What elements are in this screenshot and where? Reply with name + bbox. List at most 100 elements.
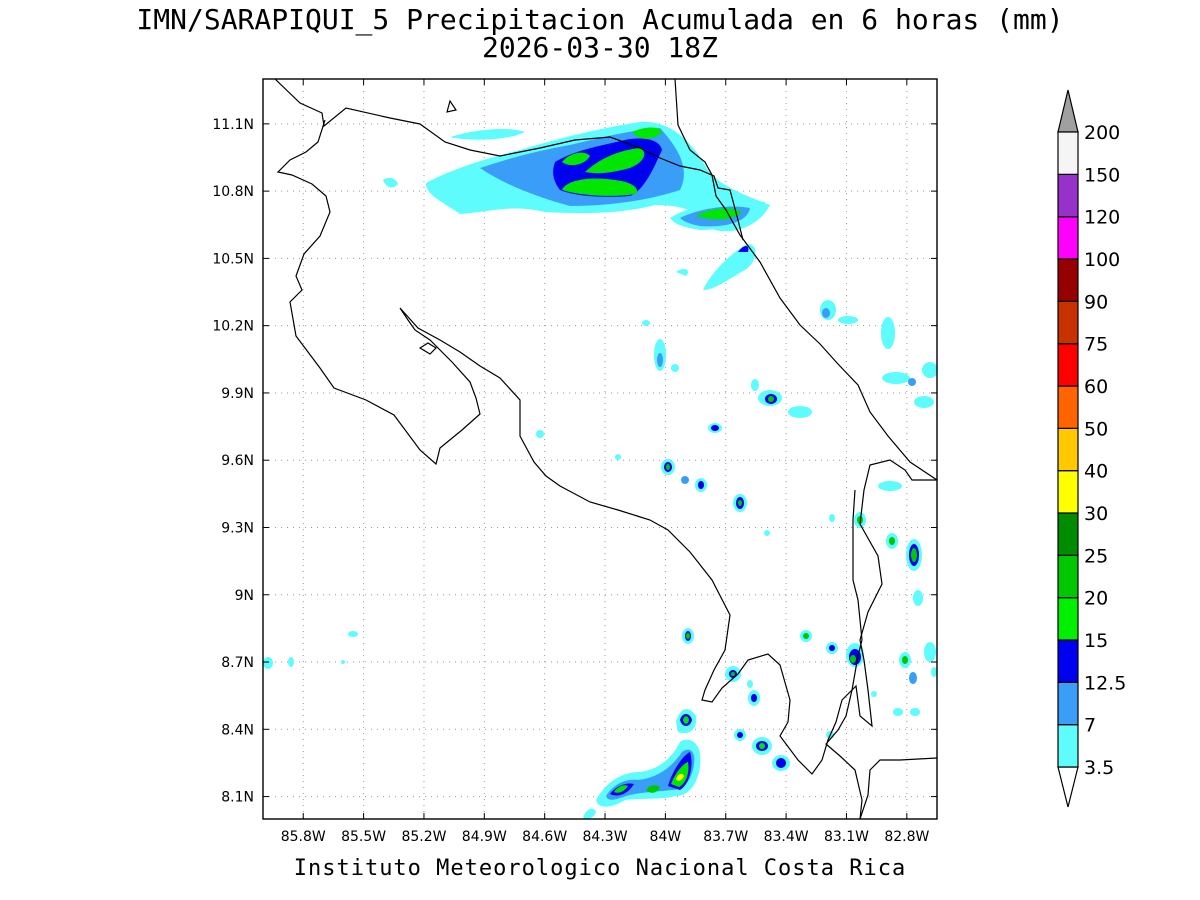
nicaragua-border-and-coast — [274, 79, 744, 241]
colorbar-level-label: 12.5 — [1084, 672, 1126, 694]
precip-cell — [838, 316, 858, 324]
precip-area — [676, 269, 689, 276]
colorbar-swatch — [1057, 427, 1079, 472]
colorbar-level-label: 3.5 — [1084, 757, 1114, 779]
precip-cell — [924, 642, 936, 662]
lat-tick-label: 9.6N — [221, 453, 254, 469]
precip-cell — [893, 708, 903, 716]
colorbar-level-label: 25 — [1084, 545, 1108, 567]
pacific-coast — [276, 119, 937, 775]
precip-area — [614, 785, 628, 793]
colorbar-level-label: 100 — [1084, 249, 1120, 271]
colorbar-swatch — [1057, 681, 1079, 726]
colorbar-level-label: 15 — [1084, 630, 1108, 652]
precip-cell — [871, 691, 877, 697]
precip-cell — [536, 430, 544, 438]
colorbar-level-label: 50 — [1084, 418, 1108, 440]
precip-cell — [914, 396, 934, 408]
lon-tick-label: 84.9W — [462, 829, 507, 845]
precip-cell — [738, 500, 742, 506]
colorbar-swatch — [1057, 131, 1079, 175]
colorbar-level-label: 40 — [1084, 461, 1108, 483]
precip-cell — [341, 660, 345, 664]
precip-area — [583, 808, 596, 819]
map-frame — [262, 78, 938, 820]
precip-cell — [751, 379, 759, 391]
colorbar-swatch — [1057, 173, 1079, 218]
precip-cell — [878, 481, 902, 491]
precip-cell — [686, 633, 690, 639]
lon-tick-label: 83.7W — [703, 829, 748, 845]
lon-tick-label: 83.1W — [824, 829, 869, 845]
lon-tick-label: 84.6W — [522, 829, 567, 845]
precip-cell — [922, 362, 937, 378]
map-title: IMN/SARAPIQUI_5 Precipitacion Acumulada … — [136, 3, 1064, 36]
colorbar-swatch — [1057, 639, 1079, 683]
precip-area — [562, 152, 590, 166]
precip-cell — [737, 732, 743, 738]
precip-area — [383, 177, 398, 188]
precip-cell — [822, 308, 830, 318]
colorbar-lower-arrow — [1057, 766, 1079, 808]
precip-cell — [711, 425, 719, 431]
gulf-of-nicoya-island — [418, 342, 437, 355]
precip-cell — [909, 672, 917, 684]
precip-area — [683, 716, 689, 724]
lat-tick-label: 9.3N — [221, 520, 254, 536]
precip-cell — [768, 396, 774, 402]
precip-cell — [671, 364, 679, 372]
precip-cell — [764, 530, 770, 536]
precip-cell — [882, 372, 910, 384]
colorbar-swatch — [1057, 554, 1079, 599]
precip-area — [632, 127, 662, 139]
lat-tick-label: 10.2N — [212, 319, 254, 335]
country-borders-and-coastline — [274, 79, 937, 819]
lon-tick-label: 85.8W — [281, 829, 326, 845]
colorbar-swatch — [1057, 300, 1079, 345]
precip-cell — [731, 672, 735, 676]
lon-tick-label: 84.3W — [583, 829, 628, 845]
lat-tick-label: 10.5N — [212, 251, 254, 267]
panama-border — [825, 489, 863, 819]
latitude-labels: 11.1N 10.8N 10.5N 10.2N 9.9N 9.6N 9.3N 9N 8.7N 8.… — [212, 117, 254, 806]
precip-cell — [788, 406, 812, 418]
colorbar-level-label: 120 — [1084, 207, 1120, 229]
precip-area — [562, 178, 638, 196]
caribbean-coast — [674, 79, 937, 481]
colorbar-swatch — [1057, 385, 1079, 429]
colorbar-level-label: 90 — [1084, 291, 1108, 313]
precip-cell — [911, 548, 917, 562]
colorbar-level-label: 75 — [1084, 334, 1108, 356]
lon-tick-label: 84W — [650, 829, 682, 845]
panama-border-east — [859, 757, 937, 819]
colorbar-swatch — [1057, 512, 1079, 556]
precip-area — [676, 773, 684, 781]
precip-cell — [829, 645, 835, 651]
precip-cell — [348, 631, 358, 637]
colorbar-level-label: 200 — [1084, 122, 1120, 144]
longitude-labels: 85.8W 85.5W 85.2W 84.9W 84.6W 84.3W 84W 83.7W 83… — [281, 829, 930, 845]
colorbar-level-label: 30 — [1084, 503, 1108, 525]
colorbar-upper-arrow — [1057, 89, 1079, 133]
precip-area — [703, 244, 756, 290]
lat-tick-label: 8.4N — [221, 722, 254, 738]
precip-area — [696, 208, 742, 220]
precip-cell — [776, 758, 786, 768]
precip-cell — [913, 590, 923, 606]
precip-cell — [615, 454, 621, 460]
precip-cell — [642, 320, 650, 326]
precip-area — [585, 148, 645, 174]
lat-tick-label: 8.7N — [221, 655, 254, 671]
colorbar-level-label: 150 — [1084, 164, 1120, 186]
precip-cell — [657, 353, 663, 367]
colorbar-level-label: 60 — [1084, 376, 1108, 398]
lat-tick-label: 11.1N — [212, 117, 254, 133]
precip-cell — [908, 378, 916, 386]
precip-area — [738, 246, 749, 252]
colorbar-swatch — [1057, 470, 1079, 514]
lat-tick-label: 10.8N — [212, 184, 254, 200]
axis-ticks — [263, 79, 937, 819]
precip-cell — [666, 464, 670, 470]
lon-tick-label: 85.2W — [401, 829, 446, 845]
